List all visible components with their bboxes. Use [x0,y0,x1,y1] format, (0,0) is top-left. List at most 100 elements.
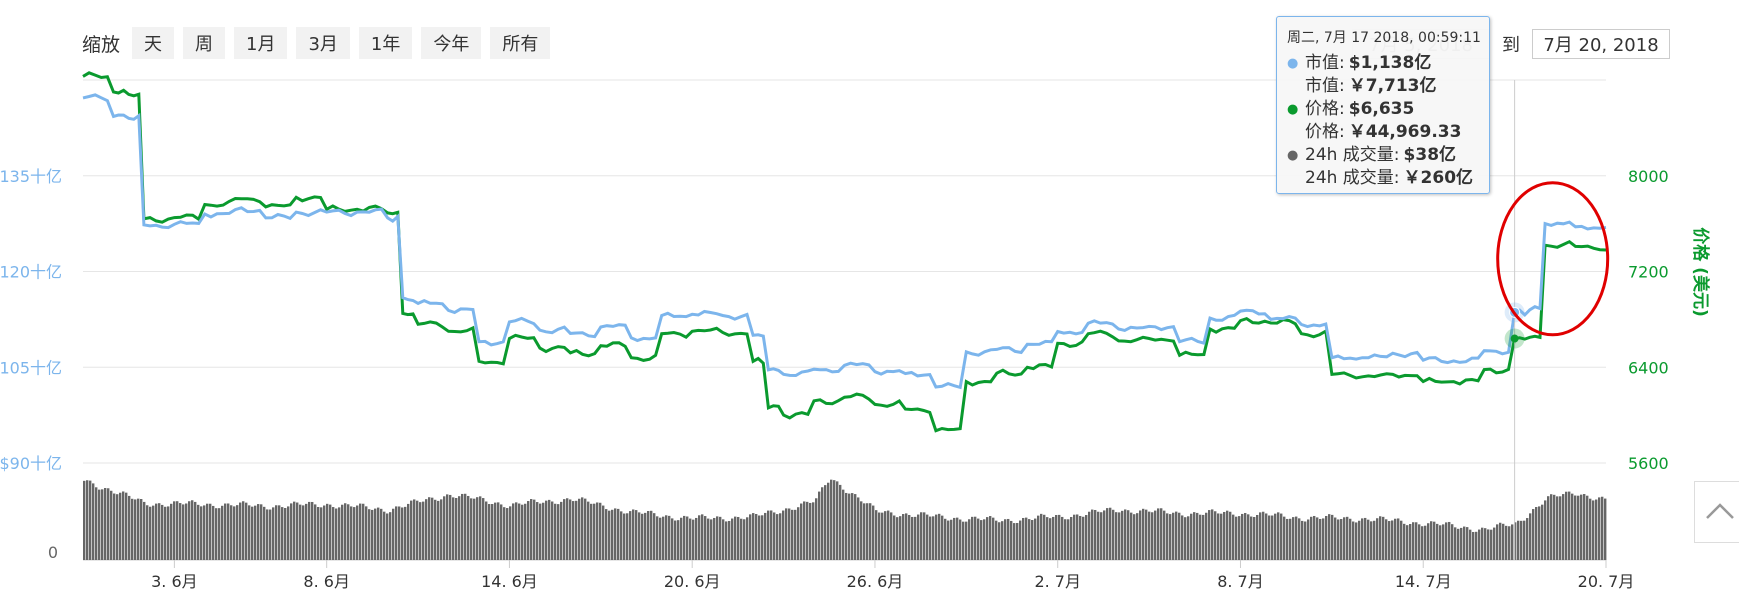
volume-bar [224,503,227,560]
volume-bar [608,510,611,560]
volume-bar [1358,520,1361,560]
volume-bar [974,516,977,560]
x-axis-tick-label: 14. 6月 [481,572,538,591]
volume-bar [314,504,317,560]
volume-bar [515,502,518,560]
volume-bar [476,497,479,560]
scroll-top-button[interactable] [1694,481,1739,543]
volume-bar [1559,496,1562,560]
zoom-day-button[interactable]: 天 [132,27,175,59]
tooltip-label: 24h 成交量: [1305,145,1400,165]
volume-bar [404,506,407,560]
tooltip-header: 周二, 7月 17 2018, 00:59:11 [1287,30,1481,46]
zoom-ytd-button[interactable]: 今年 [421,27,482,59]
volume-bar [140,499,143,560]
volume-bar [527,501,530,560]
volume-bar [857,497,860,560]
x-axis: 3. 6月 8. 6月 14. 6月 20. 6月 26. 6月 2. 7月 8. 7月 14… [151,560,1634,591]
volume-bar [1043,514,1046,560]
volume-bar [1046,517,1049,560]
volume-bar [1220,513,1223,560]
volume-bar [1079,515,1082,560]
volume-bar [1190,513,1193,560]
volume-bar [752,513,755,560]
zoom-3month-button[interactable]: 3月 [296,27,350,59]
volume-bar [368,509,371,560]
volume-bar [1511,524,1514,560]
tooltip-row-price-cny: 价格: ￥44,969.33 [1287,121,1479,144]
volume-bar [275,505,278,560]
volume-bar [164,506,167,560]
volume-bar [1568,491,1571,560]
volume-bar [869,503,872,560]
volume-bar [758,515,761,560]
volume-bar [1331,514,1334,560]
volume-bar [1253,517,1256,560]
volume-bar [221,505,224,560]
volume-bar [1241,513,1244,560]
left-axis-tick-label: $90十亿 [0,454,62,473]
volume-bar [1352,521,1355,560]
volume-bar [941,515,944,560]
volume-bar [1280,513,1283,560]
volume-bar [680,517,683,560]
volume-bar [197,504,200,560]
volume-bar [866,503,869,560]
volume-bar [1391,520,1394,560]
volume-bar [956,517,959,560]
volume-bar [686,516,689,560]
zoom-1month-button[interactable]: 1月 [234,27,288,59]
volume-bar [1034,518,1037,560]
volume-bar [1424,525,1427,560]
volume-bar [533,499,536,560]
zoom-all-button[interactable]: 所有 [490,27,551,59]
volume-bar [170,503,173,560]
volume-bar [1271,515,1274,560]
zoom-1year-button[interactable]: 1年 [358,27,413,59]
volume-bar [893,515,896,560]
volume-bar [1550,494,1553,560]
volume-bar [1232,514,1235,560]
volume-bar [839,484,842,560]
volume-bar [881,512,884,560]
volume-bar [1199,514,1202,560]
volume-bar [176,501,179,560]
volume-bar [419,502,422,560]
tooltip-row-marketcap-cny: 市值: ￥7,713亿 [1287,75,1479,98]
volume-bar [1400,520,1403,560]
volume-bar [1460,527,1463,560]
volume-bar [848,493,851,560]
volume-bar [1028,519,1031,560]
volume-bar [704,516,707,560]
volume-bar [1535,507,1538,560]
volume-bar [1100,512,1103,560]
volume-bar [959,519,962,560]
volume-bar [1049,518,1052,560]
volume-bar [887,510,890,560]
volume-bar [218,508,221,560]
volume-bar [1589,498,1592,560]
volume-bar [920,512,923,560]
volume-bar [386,513,389,560]
volume-bar [329,504,332,560]
volume-bar [1175,511,1178,560]
volume-bar [278,505,281,560]
volume-bar [548,499,551,560]
volume-bar [872,505,875,560]
volume-bar [1073,514,1076,560]
zoom-week-button[interactable]: 周 [183,27,226,59]
volume-bar [137,498,140,560]
volume-bar [1478,529,1481,560]
volume-bar [464,493,467,560]
volume-bar [143,501,146,560]
volume-bar [911,516,914,560]
volume-bar [878,512,881,560]
right-axis-tick-label: 5600 [1628,454,1669,473]
range-to-input[interactable] [1532,29,1670,59]
volume-bar [539,503,542,560]
volume-bar [1055,515,1058,560]
tooltip-label: 市值: [1305,53,1345,73]
volume-bar [1514,522,1517,560]
hover-overlay [1496,80,1610,560]
